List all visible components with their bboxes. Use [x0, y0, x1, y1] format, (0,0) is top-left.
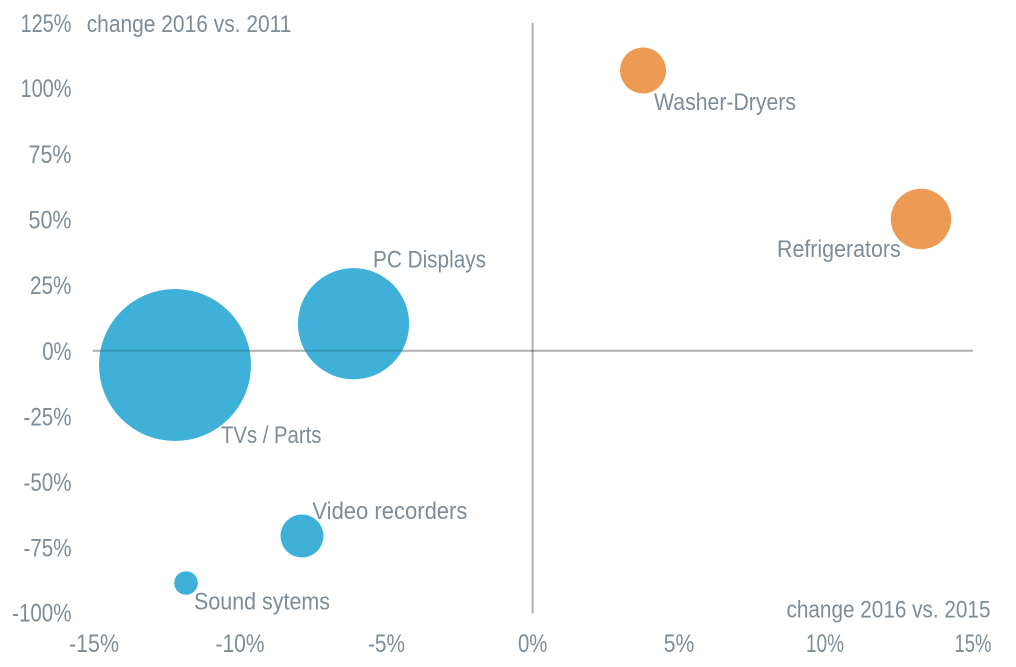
- svg-text:0%: 0%: [518, 630, 548, 658]
- svg-text:-5%: -5%: [368, 630, 405, 658]
- svg-text:Refrigerators: Refrigerators: [777, 236, 901, 263]
- svg-text:PC Displays: PC Displays: [373, 247, 486, 274]
- svg-text:TVs / Parts: TVs / Parts: [221, 422, 321, 449]
- svg-text:-10%: -10%: [216, 630, 265, 658]
- svg-text:25%: 25%: [30, 272, 72, 300]
- svg-text:15%: 15%: [955, 630, 992, 658]
- svg-text:change 2016 vs. 2011: change 2016 vs. 2011: [87, 11, 292, 38]
- svg-text:Video recorders: Video recorders: [312, 498, 467, 525]
- svg-text:change 2016 vs. 2015: change 2016 vs. 2015: [787, 597, 991, 624]
- svg-text:-75%: -75%: [24, 535, 72, 563]
- svg-text:0%: 0%: [42, 338, 71, 366]
- svg-text:-15%: -15%: [69, 630, 119, 658]
- svg-text:75%: 75%: [29, 141, 72, 169]
- svg-text:Washer-Dryers: Washer-Dryers: [654, 89, 796, 116]
- svg-text:125%: 125%: [21, 10, 72, 38]
- svg-text:Sound sytems: Sound sytems: [194, 589, 330, 616]
- svg-text:-50%: -50%: [24, 469, 72, 497]
- svg-text:50%: 50%: [29, 207, 72, 235]
- svg-text:100%: 100%: [21, 75, 72, 103]
- svg-text:10%: 10%: [806, 630, 844, 658]
- svg-text:-100%: -100%: [12, 600, 71, 628]
- svg-text:-25%: -25%: [24, 404, 72, 432]
- svg-text:5%: 5%: [664, 630, 695, 658]
